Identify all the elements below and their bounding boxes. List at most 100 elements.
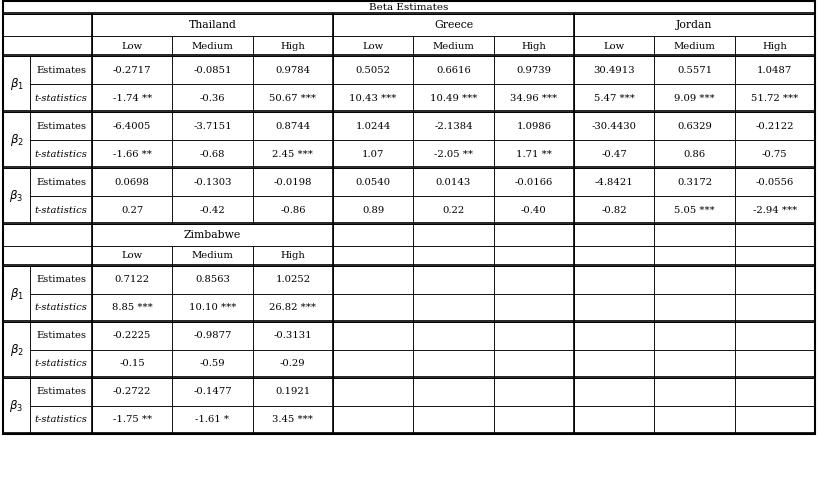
Bar: [494, 378, 574, 406]
Bar: [92, 246, 173, 266]
Bar: [173, 350, 253, 378]
Text: Estimates: Estimates: [36, 387, 86, 396]
Bar: [253, 36, 333, 56]
Bar: [173, 112, 253, 140]
Text: 34.96 ***: 34.96 ***: [510, 94, 557, 103]
Text: 2.45 ***: 2.45 ***: [272, 149, 313, 158]
Text: High: High: [281, 252, 305, 261]
Bar: [173, 378, 253, 406]
Bar: [413, 168, 494, 196]
Text: 8.85 ***: 8.85 ***: [112, 303, 152, 312]
Bar: [494, 196, 574, 224]
Bar: [173, 406, 253, 434]
Bar: [30, 168, 92, 196]
Text: -0.0198: -0.0198: [273, 178, 312, 187]
Bar: [654, 112, 735, 140]
Text: -0.40: -0.40: [521, 206, 546, 214]
Bar: [413, 196, 494, 224]
Bar: [654, 378, 735, 406]
Bar: [173, 140, 253, 168]
Bar: [654, 322, 735, 350]
Bar: [735, 406, 815, 434]
Bar: [494, 112, 574, 140]
Bar: [3, 322, 30, 378]
Text: Medium: Medium: [191, 42, 233, 50]
Bar: [735, 266, 815, 294]
Text: 0.9739: 0.9739: [516, 65, 551, 74]
Text: t-statistics: t-statistics: [34, 94, 88, 103]
Bar: [173, 168, 253, 196]
Bar: [333, 246, 413, 266]
Bar: [574, 378, 654, 406]
Bar: [654, 224, 735, 246]
Text: $\beta_2$: $\beta_2$: [10, 342, 24, 358]
Bar: [735, 224, 815, 246]
Bar: [413, 266, 494, 294]
Bar: [253, 406, 333, 434]
Text: Estimates: Estimates: [36, 65, 86, 74]
Text: -0.2122: -0.2122: [756, 122, 794, 130]
Text: -0.1477: -0.1477: [193, 387, 231, 396]
Text: 0.8744: 0.8744: [275, 122, 311, 130]
Text: 0.0540: 0.0540: [356, 178, 391, 187]
Bar: [654, 246, 735, 266]
Text: -0.15: -0.15: [119, 360, 145, 369]
Bar: [735, 378, 815, 406]
Bar: [92, 266, 173, 294]
Bar: [30, 378, 92, 406]
Text: 1.0252: 1.0252: [276, 276, 310, 285]
Text: -0.2225: -0.2225: [113, 331, 151, 341]
Bar: [333, 294, 413, 322]
Bar: [30, 196, 92, 224]
Text: -2.05 **: -2.05 **: [434, 149, 473, 158]
Text: -0.75: -0.75: [762, 149, 788, 158]
Bar: [654, 168, 735, 196]
Bar: [574, 14, 815, 36]
Bar: [574, 36, 654, 56]
Bar: [253, 112, 333, 140]
Bar: [92, 140, 173, 168]
Bar: [173, 196, 253, 224]
Bar: [574, 406, 654, 434]
Text: 1.0986: 1.0986: [516, 122, 551, 130]
Bar: [413, 350, 494, 378]
Text: -0.68: -0.68: [200, 149, 225, 158]
Bar: [574, 266, 654, 294]
Text: 0.0698: 0.0698: [115, 178, 150, 187]
Text: -0.9877: -0.9877: [193, 331, 231, 341]
Text: Estimates: Estimates: [36, 331, 86, 341]
Bar: [654, 36, 735, 56]
Bar: [413, 294, 494, 322]
Bar: [413, 112, 494, 140]
Text: 10.10 ***: 10.10 ***: [189, 303, 236, 312]
Text: High: High: [762, 42, 787, 50]
Bar: [333, 224, 413, 246]
Bar: [3, 378, 30, 434]
Bar: [494, 36, 574, 56]
Bar: [3, 266, 30, 322]
Bar: [494, 350, 574, 378]
Text: 51.72 ***: 51.72 ***: [751, 94, 798, 103]
Bar: [574, 168, 654, 196]
Bar: [253, 168, 333, 196]
Bar: [654, 56, 735, 84]
Bar: [3, 56, 30, 112]
Bar: [92, 14, 333, 36]
Bar: [3, 14, 92, 36]
Bar: [413, 378, 494, 406]
Text: t-statistics: t-statistics: [34, 149, 88, 158]
Text: t-statistics: t-statistics: [34, 415, 88, 425]
Bar: [413, 406, 494, 434]
Bar: [30, 112, 92, 140]
Text: 0.22: 0.22: [443, 206, 465, 214]
Text: 0.89: 0.89: [362, 206, 384, 214]
Bar: [30, 322, 92, 350]
Bar: [30, 266, 92, 294]
Bar: [574, 112, 654, 140]
Bar: [92, 84, 173, 112]
Bar: [494, 322, 574, 350]
Bar: [253, 322, 333, 350]
Text: 26.82 ***: 26.82 ***: [269, 303, 317, 312]
Bar: [735, 112, 815, 140]
Text: 0.8563: 0.8563: [195, 276, 230, 285]
